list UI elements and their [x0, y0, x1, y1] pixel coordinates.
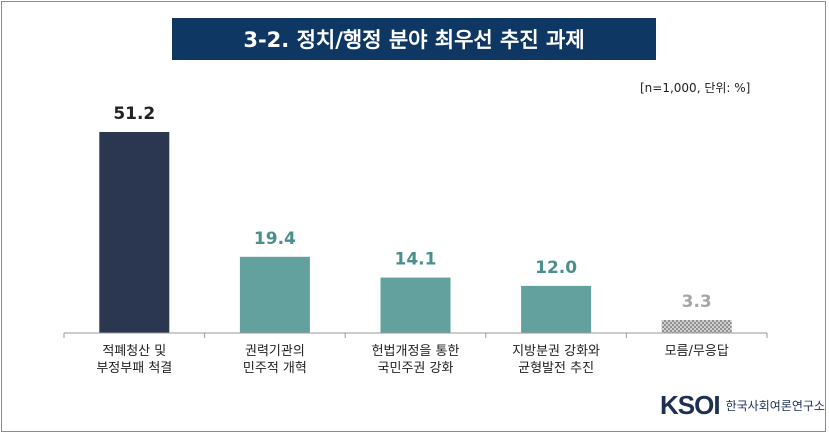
bar-1 — [99, 132, 170, 333]
bar-2 — [239, 256, 310, 333]
value-label-4: 12.0 — [535, 258, 577, 278]
bar-3 — [380, 277, 451, 333]
value-label-3: 14.1 — [395, 250, 437, 270]
bar-4 — [521, 285, 592, 333]
category-label-4: 지방분권 강화와 균형발전 추진 — [512, 344, 600, 376]
chart-title: 3-2. 정치/행정 분야 최우선 추진 과제 — [172, 18, 656, 60]
category-label-2: 권력기관의 민주적 개혁 — [243, 344, 307, 376]
category-label-3: 헌법개정을 통한 국민주권 강화 — [372, 344, 460, 376]
value-label-5: 3.3 — [682, 292, 712, 312]
value-label-2: 19.4 — [254, 229, 296, 249]
category-label-1: 적폐청산 및 부정부패 척결 — [96, 344, 172, 376]
logo-mark: KSOI — [660, 390, 721, 420]
category-label-5: 모름/무응답 — [665, 344, 729, 359]
chart-note: [n=1,000, 단위: %] — [640, 81, 751, 95]
ksoi-logo: KSOI 한국사회여론연구소 — [660, 390, 825, 421]
bar-5 — [661, 320, 732, 333]
logo-org-name: 한국사회여론연구소 — [725, 399, 825, 413]
value-label-1: 51.2 — [113, 104, 155, 124]
